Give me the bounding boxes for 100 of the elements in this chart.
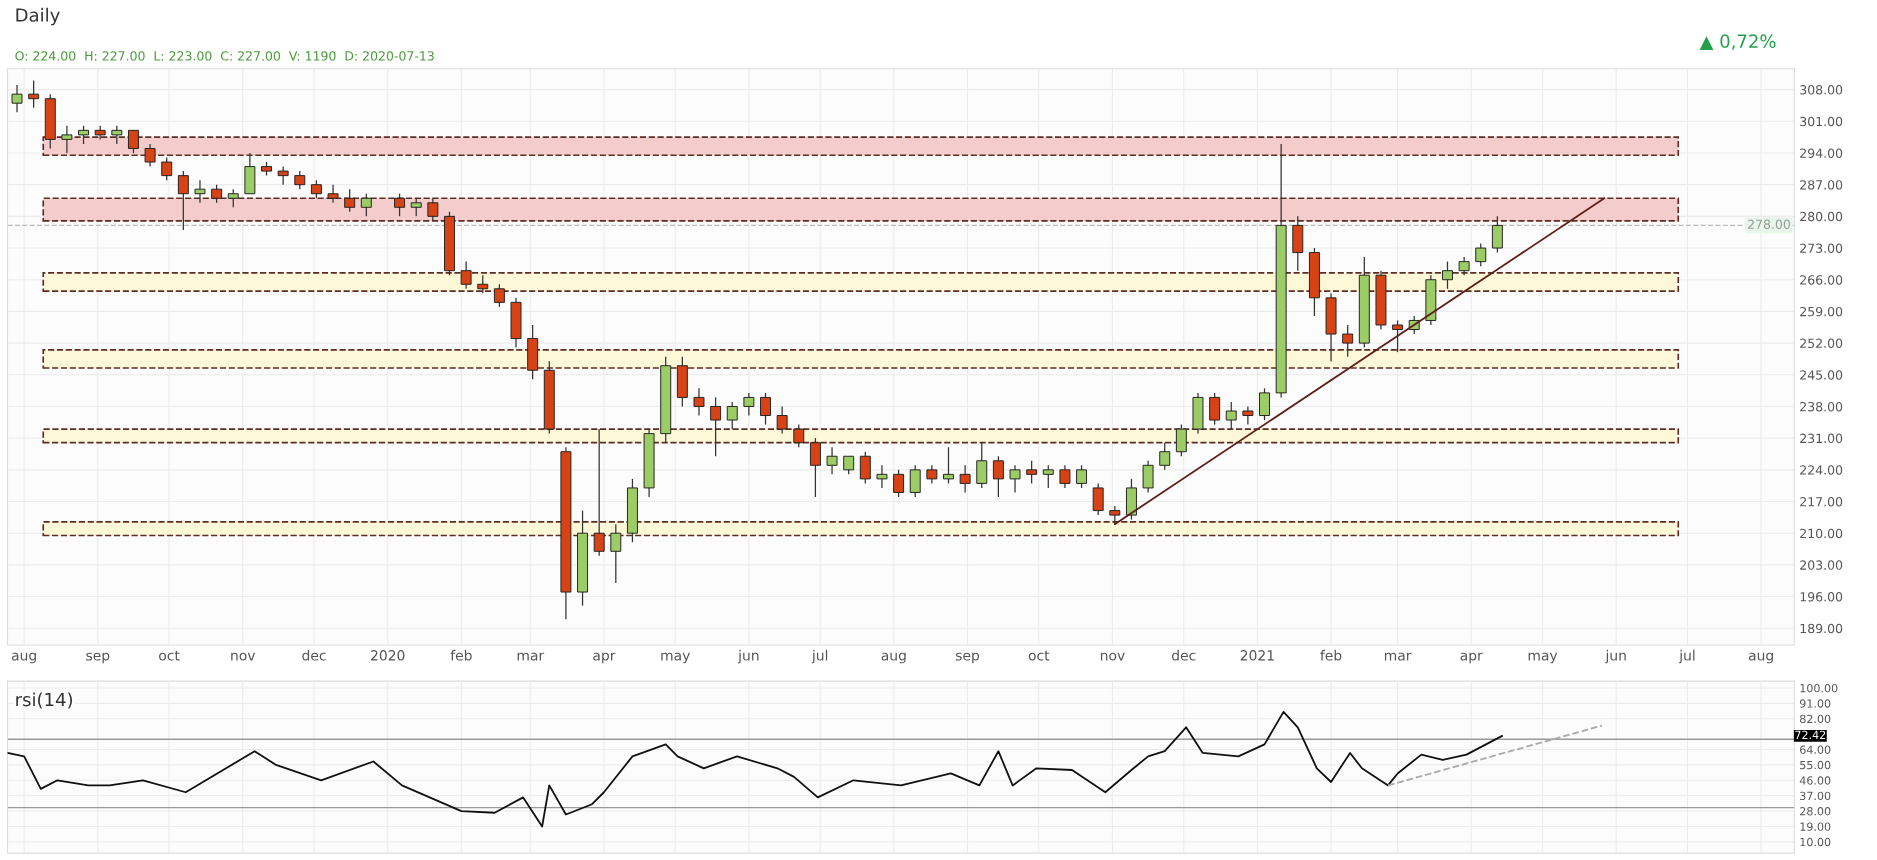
- candlestick: [1109, 505, 1121, 525]
- x-tick-label: oct: [1028, 650, 1050, 661]
- x-tick-label: dec: [302, 649, 326, 661]
- x-tick-label: nov: [1100, 652, 1125, 661]
- y-tick-label: 231.00: [1800, 433, 1843, 444]
- y-tick-label: 259.00: [1800, 306, 1843, 317]
- x-tick-label: aug: [1748, 652, 1773, 664]
- candlestick: [410, 197, 422, 217]
- x-tick-label: dec: [1171, 649, 1196, 661]
- y-tick-label: 224.00: [1800, 465, 1843, 475]
- candlestick: [111, 125, 123, 145]
- candlestick: [909, 464, 921, 498]
- candlestick: [1209, 392, 1221, 426]
- y-tick-label: 287.00: [1800, 180, 1843, 190]
- y-tick-label: 273.00: [1800, 243, 1843, 253]
- candlestick: [826, 446, 838, 475]
- candlestick: [194, 179, 206, 204]
- x-tick-label: nov: [231, 652, 256, 661]
- candlestick: [992, 455, 1004, 498]
- candlestick: [760, 392, 771, 426]
- candlestick: [926, 464, 938, 485]
- candlestick: [1259, 387, 1270, 421]
- y-tick-label: 196.00: [1800, 592, 1843, 602]
- candlestick: [859, 451, 871, 485]
- x-tick-label: sep: [86, 652, 110, 664]
- candlestick: [809, 437, 821, 498]
- candlestick: [1225, 401, 1237, 430]
- candlestick: [177, 170, 189, 231]
- candlestick: [127, 129, 139, 154]
- candlestick: [976, 442, 988, 489]
- y-tick-label: 100.00: [1800, 683, 1838, 693]
- candlestick: [726, 401, 738, 430]
- x-tick-label: oct: [159, 650, 180, 661]
- candlestick: [593, 428, 605, 557]
- y-tick-label: 10.00: [1800, 837, 1831, 847]
- candlestick: [1392, 319, 1404, 353]
- candlestick: [28, 79, 40, 109]
- candlestick: [427, 197, 439, 222]
- y-tick-label: 19.00: [1800, 822, 1831, 831]
- y-tick-label: 64.00: [1800, 745, 1831, 754]
- x-tick-label: apr: [1460, 652, 1483, 664]
- candlestick: [1458, 256, 1470, 276]
- candlestick: [876, 464, 888, 489]
- text: rsi(14): [16, 692, 73, 709]
- x-tick-label: jun: [737, 649, 759, 664]
- candlestick: [11, 84, 23, 113]
- chart-title: Daily: [16, 7, 60, 26]
- x-tick-label: aug: [11, 652, 36, 664]
- x-tick-label: aug: [881, 652, 906, 664]
- x-tick-label: mar: [1384, 652, 1412, 661]
- candlestick: [1142, 460, 1154, 494]
- candlestick: [693, 387, 705, 417]
- candlestick: [344, 188, 356, 213]
- x-tick-label: mar: [517, 652, 545, 661]
- x-tick-label: 2020: [371, 650, 405, 661]
- candlestick: [793, 423, 805, 448]
- x-tick-label: feb: [450, 649, 472, 661]
- candlestick: [211, 184, 223, 204]
- candlestick: [610, 523, 622, 584]
- x-tick-label: jun: [1605, 649, 1626, 664]
- candlestick: [1175, 423, 1187, 457]
- candlestick: [1242, 405, 1254, 426]
- candlestick: [1342, 324, 1354, 358]
- candlestick: [310, 179, 322, 199]
- candlestick: [144, 143, 156, 168]
- x-tick-label: 2021: [1240, 650, 1274, 661]
- y-tick-label: 46.00: [1799, 776, 1831, 785]
- y-tick-label: 238.00: [1800, 401, 1843, 412]
- y-tick-label: 301.00: [1800, 116, 1843, 127]
- candlestick: [294, 170, 306, 190]
- candlestick: [161, 156, 173, 181]
- line-series: [7, 710, 1504, 828]
- candlestick: [776, 405, 788, 435]
- ref-line-label: 278.00: [1748, 219, 1791, 230]
- text: ▲ 0,72%: [1699, 34, 1776, 50]
- candlestick: [1442, 260, 1453, 290]
- y-tick-label: 217.00: [1800, 496, 1843, 507]
- candlestick: [61, 125, 73, 154]
- y-tick-label: 28.00: [1800, 807, 1831, 816]
- candlestick: [710, 396, 722, 457]
- y-tick-label: 245.00: [1800, 370, 1843, 380]
- y-tick-label: 189.00: [1800, 623, 1843, 634]
- y-tick-label: 252.00: [1800, 338, 1843, 349]
- candlestick: [1009, 464, 1021, 494]
- candlestick: [893, 469, 905, 498]
- text: 72.42: [1795, 730, 1826, 739]
- y-tick-label: 266.00: [1800, 275, 1843, 285]
- x-tick-label: apr: [593, 652, 616, 664]
- candlestick: [360, 193, 372, 217]
- x-tick-label: jul: [811, 649, 828, 664]
- candlestick: [78, 125, 90, 145]
- candlestick: [843, 455, 855, 475]
- candlestick: [1159, 442, 1171, 471]
- y-tick-label: 210.00: [1800, 528, 1843, 539]
- y-tick-label: 203.00: [1800, 560, 1843, 570]
- x-tick-label: may: [1528, 652, 1558, 664]
- candlestick: [1026, 460, 1038, 485]
- candlestick: [1491, 215, 1503, 254]
- candlestick: [1042, 464, 1054, 489]
- candlestick: [943, 446, 954, 485]
